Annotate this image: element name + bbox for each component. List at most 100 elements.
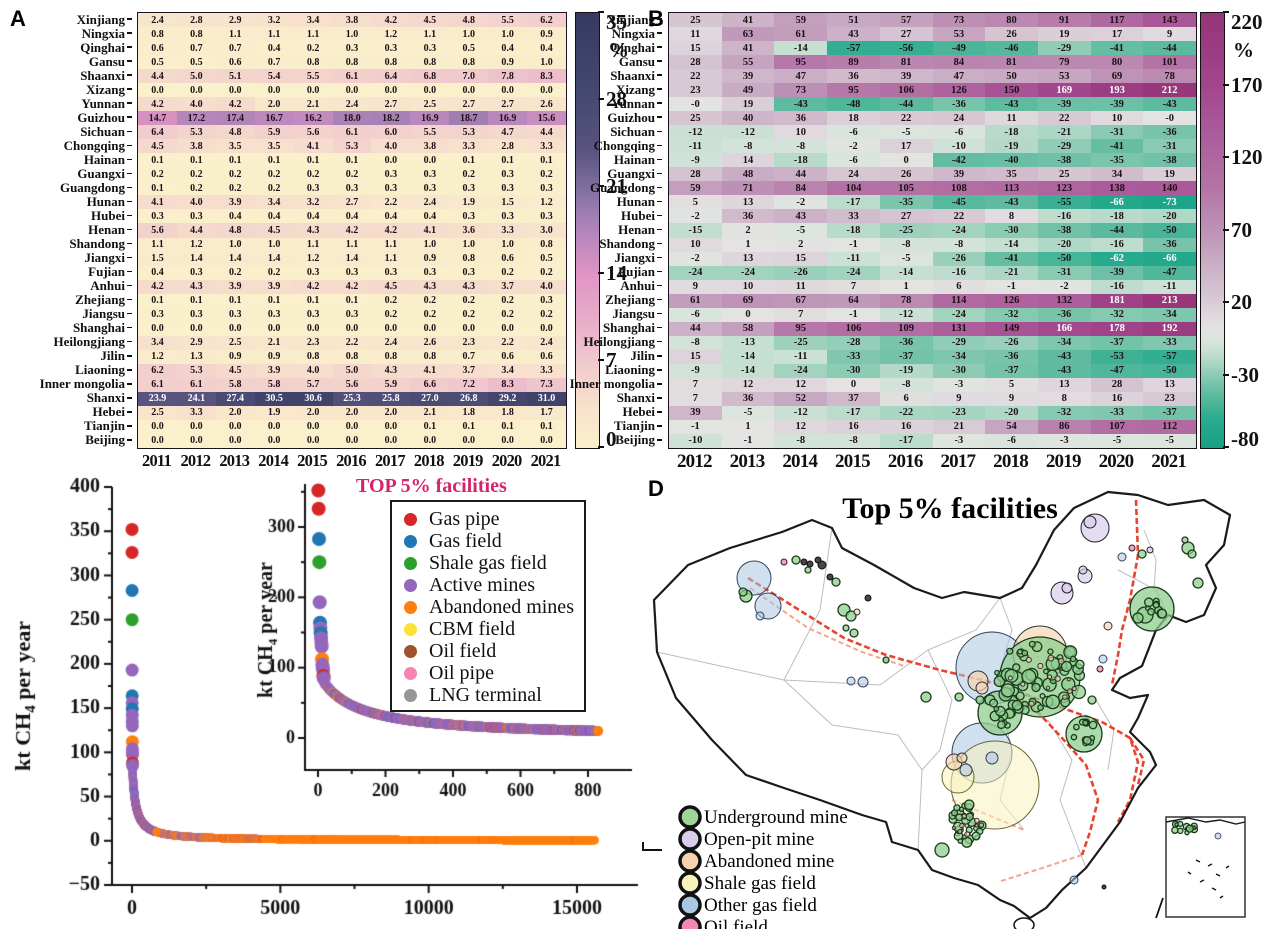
- facility-bubble-a: [1047, 654, 1055, 662]
- heatmap-cell: 4.8: [215, 223, 255, 238]
- heatmap-cell: 7: [774, 307, 828, 322]
- province-label: Shanxi: [6, 391, 134, 405]
- heatmap-cell: -6: [985, 433, 1038, 448]
- heatmap-cell: -25: [774, 335, 828, 350]
- heatmap-cell: 4.4: [176, 223, 216, 238]
- heatmap-cell: 178: [1090, 321, 1144, 336]
- heatmap-cell: 1.9: [449, 195, 489, 210]
- heatmap-cell: 0.4: [293, 209, 333, 224]
- province-label: Shaanxi: [540, 68, 664, 82]
- heatmap-cell: 0.1: [215, 293, 255, 308]
- row-tick: [127, 369, 132, 371]
- cbm_field-marker-icon: [404, 622, 417, 636]
- heatmap-cell: 0.3: [332, 265, 372, 280]
- heatmap-cell: 0.0: [527, 83, 566, 98]
- heatmap-cell: 0.0: [410, 83, 450, 98]
- heatmap-cell: 0.2: [488, 293, 528, 308]
- facility-bubble-u: [738, 587, 748, 597]
- heatmap-cell: 0.2: [449, 293, 489, 308]
- heatmap-cell: -38: [1143, 153, 1196, 168]
- heatmap-cell: 0.8: [293, 349, 333, 364]
- heatmap-cell: 0.2: [488, 265, 528, 280]
- heatmap-cell: 2.0: [332, 405, 372, 420]
- heatmap-cell: -38: [1037, 153, 1091, 168]
- heatmap-cell: 36: [721, 391, 775, 406]
- heatmap-cell: -5: [1090, 433, 1144, 448]
- province-label: Hainan: [6, 152, 134, 166]
- heatmap-cell: 5.6: [138, 223, 177, 238]
- heatmap-cell: 2.0: [215, 405, 255, 420]
- facility-bubble-u: [1039, 692, 1046, 700]
- heatmap-cell: 91: [1037, 13, 1091, 28]
- heatmap-cell: 57: [879, 13, 933, 28]
- province-label: Fujian: [6, 265, 134, 279]
- heatmap-cell: 0.3: [488, 167, 528, 182]
- heatmap-cell: 2.4: [138, 13, 177, 28]
- facility-bubble-u: [831, 577, 841, 587]
- heatmap-cell: -14: [721, 363, 775, 378]
- heatmap-cell: 80: [985, 13, 1038, 28]
- heatmap-cell: 0.1: [254, 153, 294, 168]
- heatmap-cell: 5.3: [176, 125, 216, 140]
- heatmap-cell: 0.6: [138, 41, 177, 56]
- map-legend-marker-g: [678, 893, 702, 917]
- province-label: Guangdong: [6, 180, 134, 194]
- heatmap-cell: 0.2: [254, 167, 294, 182]
- heatmap-cell: 2.7: [332, 195, 372, 210]
- heatmap-cell: 16.9: [488, 111, 528, 126]
- heatmap-cell: -36: [879, 335, 933, 350]
- heatmap-cell: -17: [827, 195, 880, 210]
- row-tick: [657, 340, 662, 343]
- heatmap-cell: -20: [1143, 209, 1196, 224]
- year-label: 2012: [676, 451, 713, 472]
- province-label: Guangdong: [540, 180, 664, 194]
- heatmap-cell: 5: [985, 377, 1038, 392]
- heatmap-cell: 61: [669, 293, 722, 308]
- heatmap-cell: 0.4: [410, 209, 450, 224]
- heatmap-cell: 0.0: [332, 83, 372, 98]
- heatmap-cell: 5.3: [332, 139, 372, 154]
- heatmap-cell: -43: [985, 195, 1038, 210]
- heatmap-cell: 0.3: [527, 293, 566, 308]
- province-label: Gansu: [540, 54, 664, 68]
- heatmap-cell: -12: [669, 125, 722, 140]
- province-label: Sichuan: [6, 124, 134, 138]
- year-label: 2014: [782, 451, 818, 472]
- facility-bubble-u: [1177, 820, 1184, 828]
- heatmap-cell: 1: [721, 237, 775, 252]
- province-label: Heilongjiang: [540, 335, 664, 349]
- heatmap-cell: 11: [985, 111, 1038, 126]
- heatmap-cell: 4.2: [138, 279, 177, 294]
- heatmap-cell: 0.2: [449, 167, 489, 182]
- heatmap-cell: 0.4: [371, 209, 411, 224]
- heatmap-cell: -36: [1143, 237, 1196, 252]
- heatmap-cell: 0.0: [138, 433, 177, 448]
- heatmap-cell: 0.1: [215, 153, 255, 168]
- heatmap-cell: -45: [932, 195, 986, 210]
- heatmap-cell: 0.2: [215, 181, 255, 196]
- facility-bubble-a: [961, 813, 967, 819]
- heatmap-cell: -43: [1037, 349, 1091, 364]
- heatmap-cell: 0.3: [254, 307, 294, 322]
- heatmap-cell: 6.2: [138, 363, 177, 378]
- facility-bubble-a: [1025, 656, 1032, 663]
- row-tick: [657, 270, 662, 273]
- heatmap-cell: 3.8: [332, 13, 372, 28]
- facility-bubble-a: [951, 825, 956, 831]
- heatmap-cell: 0.3: [449, 265, 489, 280]
- heatmap-cell: 4.4: [527, 125, 566, 140]
- heatmap-cell: -2: [774, 195, 828, 210]
- row-tick: [127, 18, 132, 20]
- heatmap-cell: -33: [827, 349, 880, 364]
- heatmap-cell: 27: [879, 209, 933, 224]
- heatmap-cell: 5.6: [332, 377, 372, 392]
- year-label: 2017: [374, 451, 406, 470]
- heatmap-cell: 27: [879, 27, 933, 42]
- heatmap-cell: 4.3: [293, 223, 333, 238]
- facility-bubble-u: [1137, 549, 1147, 559]
- heatmap-cell: 126: [985, 293, 1038, 308]
- heatmap-cell: -8: [879, 237, 933, 252]
- heatmap-cell: 3.2: [254, 13, 294, 28]
- heatmap-cell: 0.0: [449, 321, 489, 336]
- heatmap-cell: 12: [774, 419, 828, 434]
